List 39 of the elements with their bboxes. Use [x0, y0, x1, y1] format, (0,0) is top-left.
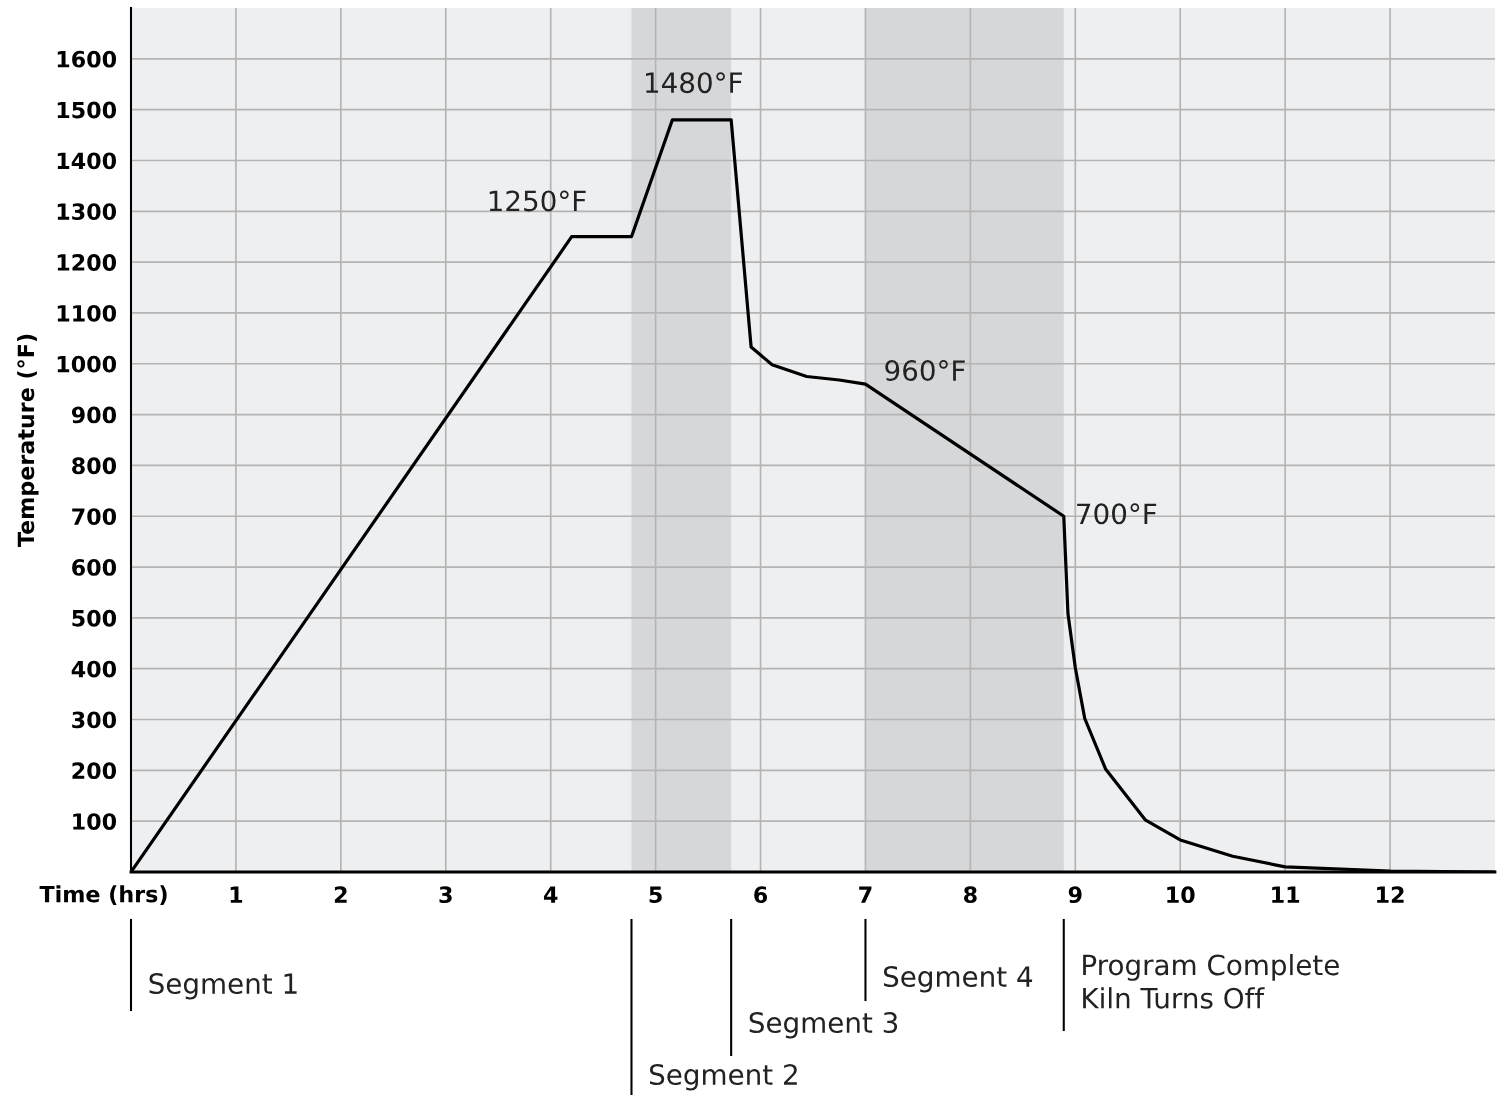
x-tick-label: 5	[649, 886, 662, 904]
x-tick-label: 8	[964, 886, 977, 904]
y-tick-label: 500	[72, 609, 117, 627]
text: Segment 4	[883, 966, 1033, 993]
x-tick-label: 3	[439, 886, 452, 904]
text: Segment 3	[749, 1012, 898, 1039]
text: Segment 2	[649, 1064, 797, 1091]
x-tick-label: 1	[230, 886, 243, 903]
y-tick-label: 1100	[57, 304, 117, 322]
annotation: 1480°F	[646, 72, 742, 94]
y-tick-label: 300	[72, 711, 117, 729]
y-tick-label: 800	[72, 457, 117, 475]
y-tick-label: 600	[72, 559, 117, 576]
text: Program Complete Kiln Turns Off	[1083, 953, 1339, 1009]
y-tick-label: 900	[71, 406, 117, 424]
y-tick-label: 400	[71, 660, 117, 678]
text: Segment 1	[149, 973, 297, 1000]
annotation: 960°F	[885, 360, 965, 382]
y-tick-label: 1500	[57, 101, 117, 119]
x-tick-label: 10	[1167, 886, 1195, 904]
y-tick-label: 1000	[57, 355, 117, 373]
y-tick-label: 1600	[57, 50, 117, 68]
y-tick-label: 1400	[57, 152, 117, 170]
x-tick-label: 11	[1272, 886, 1300, 903]
annotation: 1250°F	[489, 190, 586, 212]
annotation: 700°F	[1077, 503, 1157, 525]
y-tick-label: 100	[73, 813, 117, 830]
y-axis-title: Temperature (°F)	[17, 334, 39, 547]
x-tick-label: 9	[1068, 886, 1082, 904]
x-tick-label: 6	[754, 886, 768, 904]
x-tick-label: 12	[1377, 886, 1404, 903]
x-tick-label: 7	[859, 886, 872, 903]
x-axis-title: Time (hrs)	[39, 885, 167, 906]
y-tick-label: 700	[72, 508, 117, 525]
y-tick-label: 1300	[57, 203, 117, 221]
x-tick-label: 2	[334, 886, 347, 903]
y-tick-label: 200	[72, 762, 117, 780]
y-tick-label: 1200	[57, 254, 117, 271]
x-tick-label: 4	[543, 886, 558, 903]
